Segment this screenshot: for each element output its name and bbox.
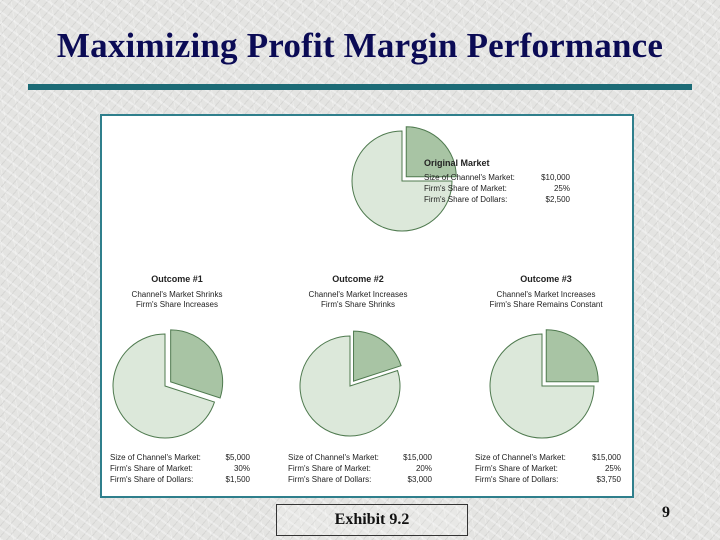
pie-slice-firm-original (405, 126, 457, 178)
stat-value-outcome2: $15,000 (403, 453, 432, 462)
pie-chart-original: Original Market Size of Channel's Market:… (351, 126, 571, 232)
pie-subtitle-outcome3: Channel's Market Increases (497, 290, 596, 299)
pie-title-outcome2: Outcome #2 (332, 274, 384, 284)
stat-value-outcome1: $5,000 (226, 453, 251, 462)
pie-title-outcome1: Outcome #1 (151, 274, 203, 284)
pie-subtitle-outcome1: Firm's Share Increases (136, 300, 218, 309)
pie-slice-firm-outcome2 (353, 330, 402, 382)
stat-label-outcome3: Size of Channel's Market: (475, 453, 566, 462)
stat-label-original: Firm's Share of Dollars: (424, 195, 507, 204)
slide-title: Maximizing Profit Margin Performance (56, 26, 664, 65)
pie-slice-firm-outcome3 (545, 329, 599, 383)
stat-label-outcome2: Size of Channel's Market: (288, 453, 379, 462)
stat-value-outcome2: $3,000 (408, 475, 433, 484)
pie-subtitle-outcome3: Firm's Share Remains Constant (489, 300, 603, 309)
title-divider (28, 84, 692, 90)
stat-value-outcome2: 20% (416, 464, 432, 473)
stat-label-original: Firm's Share of Market: (424, 184, 507, 193)
stat-label-outcome1: Firm's Share of Market: (110, 464, 193, 473)
stat-label-original: Size of Channel's Market: (424, 173, 515, 182)
pie-subtitle-outcome2: Channel's Market Increases (309, 290, 408, 299)
stat-value-outcome3: $3,750 (597, 475, 622, 484)
pie-slice-channel-original (351, 130, 453, 232)
stat-label-outcome2: Firm's Share of Dollars: (288, 475, 371, 484)
pie-slice-channel-outcome3 (489, 333, 595, 439)
exhibit-caption: Exhibit 9.2 (276, 504, 468, 536)
stat-value-outcome3: $15,000 (592, 453, 621, 462)
stat-value-original: $10,000 (541, 173, 570, 182)
stat-value-outcome1: 30% (234, 464, 250, 473)
pie-slice-channel-outcome1 (112, 333, 216, 439)
stat-label-outcome1: Firm's Share of Dollars: (110, 475, 193, 484)
pie-subtitle-outcome2: Firm's Share Shrinks (321, 300, 395, 309)
stat-label-outcome3: Firm's Share of Market: (475, 464, 558, 473)
stat-value-outcome3: 25% (605, 464, 621, 473)
stat-label-outcome3: Firm's Share of Dollars: (475, 475, 558, 484)
stat-label-outcome2: Firm's Share of Market: (288, 464, 371, 473)
stat-value-original: $2,500 (546, 195, 571, 204)
stat-value-original: 25% (554, 184, 570, 193)
exhibit-figure: Original Market Size of Channel's Market:… (100, 114, 634, 498)
pie-slice-channel-outcome2 (299, 335, 401, 437)
stat-value-outcome1: $1,500 (226, 475, 251, 484)
pie-slice-firm-outcome1 (170, 329, 224, 399)
pie-title-original: Original Market (424, 158, 490, 168)
page-number: 9 (662, 504, 670, 521)
pie-title-outcome3: Outcome #3 (520, 274, 572, 284)
pie-subtitle-outcome1: Channel's Market Shrinks (132, 290, 223, 299)
pie-charts-figure: Original Market Size of Channel's Market:… (110, 126, 622, 484)
stat-label-outcome1: Size of Channel's Market: (110, 453, 201, 462)
